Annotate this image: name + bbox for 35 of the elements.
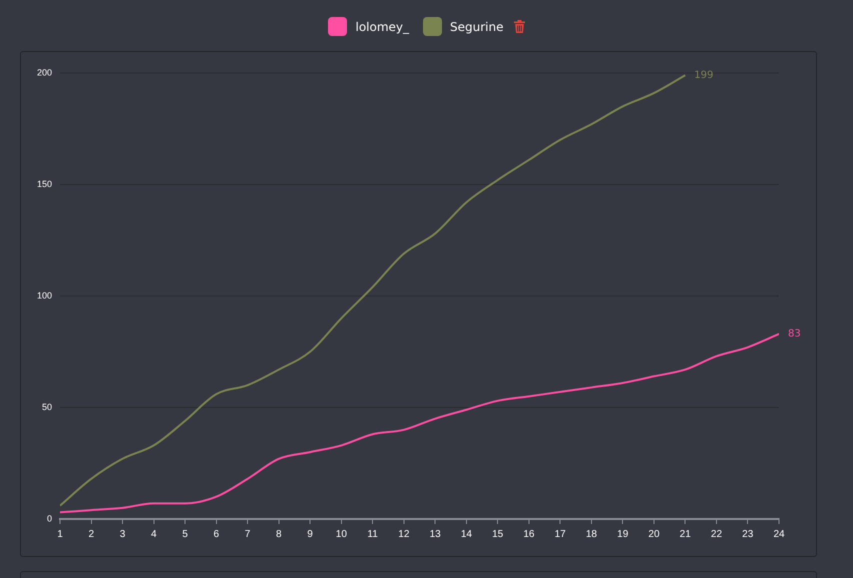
data-label: 83: [788, 328, 801, 340]
y-tick-label: 150: [36, 178, 52, 189]
x-tick-label: 20: [648, 528, 660, 540]
x-tick-label: 8: [276, 528, 282, 540]
y-tick-label: 100: [36, 290, 52, 300]
line-series: [60, 74, 686, 507]
line-series: [60, 332, 779, 514]
x-tick-label: 22: [710, 528, 722, 540]
x-tick-label: 12: [398, 528, 410, 540]
x-tick-label: 18: [586, 528, 598, 540]
x-tick-label: 7: [244, 528, 251, 540]
x-tick-label: 15: [492, 528, 504, 540]
x-tick-label: 13: [430, 528, 442, 540]
data-label: 199: [694, 70, 714, 81]
x-tick-label: 24: [773, 528, 785, 540]
x-tick-label: 9: [307, 528, 314, 540]
x-tick-label: 21: [680, 528, 692, 540]
x-tick-label: 2: [88, 528, 94, 540]
x-tick-label: 19: [617, 528, 629, 540]
x-tick-label: 10: [336, 528, 348, 540]
legend-label: Segurine: [450, 20, 504, 34]
x-tick-label: 1: [57, 528, 64, 540]
x-tick-label: 5: [182, 528, 188, 540]
y-tick-label: 50: [42, 402, 52, 412]
x-tick-label: 23: [742, 528, 754, 540]
y-tick-label: 200: [36, 67, 52, 78]
x-tick-label: 3: [120, 528, 126, 540]
x-tick-label: 17: [554, 528, 566, 540]
x-tick-label: 14: [460, 528, 472, 540]
y-tick-label: 0: [46, 513, 52, 524]
legend-label: lolomey_: [355, 20, 410, 34]
x-tick-label: 16: [523, 528, 535, 540]
x-tick-label: 4: [151, 528, 157, 540]
x-tick-label: 6: [214, 528, 220, 540]
x-tick-label: 11: [367, 528, 378, 540]
